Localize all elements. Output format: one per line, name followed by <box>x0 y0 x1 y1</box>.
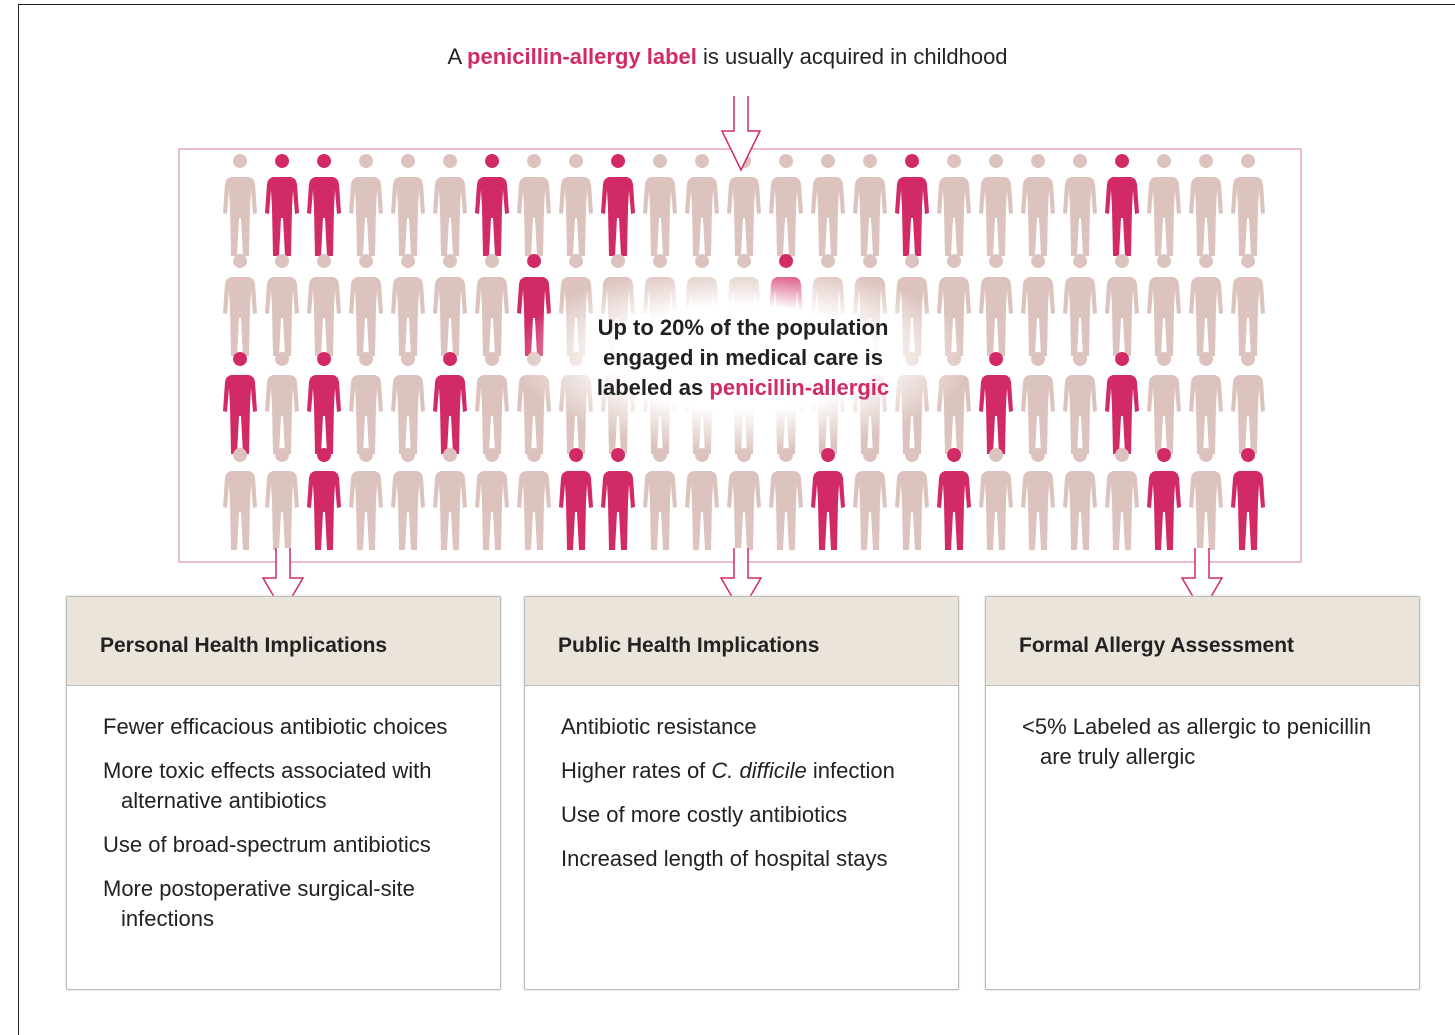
center-line: Up to 20% of the population <box>543 313 943 343</box>
center-line: labeled as penicillin-allergic <box>543 373 943 403</box>
panel-title: Formal Allergy Assessment <box>986 597 1419 686</box>
item: Use of more costly antibiotics <box>561 800 938 830</box>
panel: Formal Allergy Assessment <5% Labeled as … <box>985 596 1420 990</box>
item: Fewer efficacious antibiotic choices <box>103 712 480 742</box>
item: Higher rates of C. difficile infection <box>561 756 938 786</box>
item: Increased length of hospital stays <box>561 844 938 874</box>
item-list: Antibiotic resistance Higher rates of C. … <box>525 686 958 874</box>
infographic: A penicillin-allergy label is usually ac… <box>0 0 1455 1025</box>
item-text: Higher rates of <box>561 758 705 783</box>
center-highlight: penicillin-allergic <box>709 375 889 400</box>
headline-rest: is usually acquired in childhood <box>703 44 1008 69</box>
item-text: infection <box>813 758 895 783</box>
item-list: <5% Labeled as allergic to penicillin ar… <box>986 686 1419 772</box>
headline-highlight: penicillin-allergy label <box>467 44 697 69</box>
headline-intro: A <box>447 44 460 69</box>
center-line: engaged in medical care is <box>543 343 943 373</box>
headline: A penicillin-allergy label is usually ac… <box>0 44 1455 70</box>
center-text: Up to 20% of the population engaged in m… <box>543 313 943 403</box>
center-line-text: labeled as <box>597 375 703 400</box>
item: Antibiotic resistance <box>561 712 938 742</box>
panel-title: Public Health Implications <box>525 597 958 686</box>
item-italic: C. difficile <box>711 758 806 783</box>
item: Use of broad-spectrum antibiotics <box>103 830 480 860</box>
item: <5% Labeled as allergic to penicillin ar… <box>1022 712 1399 772</box>
item: More postoperative surgical-site infecti… <box>103 874 480 934</box>
panel-title: Personal Health Implications <box>67 597 500 686</box>
item-list: Fewer efficacious antibiotic choices More… <box>67 686 500 934</box>
item: More toxic effects associated with alter… <box>103 756 480 816</box>
